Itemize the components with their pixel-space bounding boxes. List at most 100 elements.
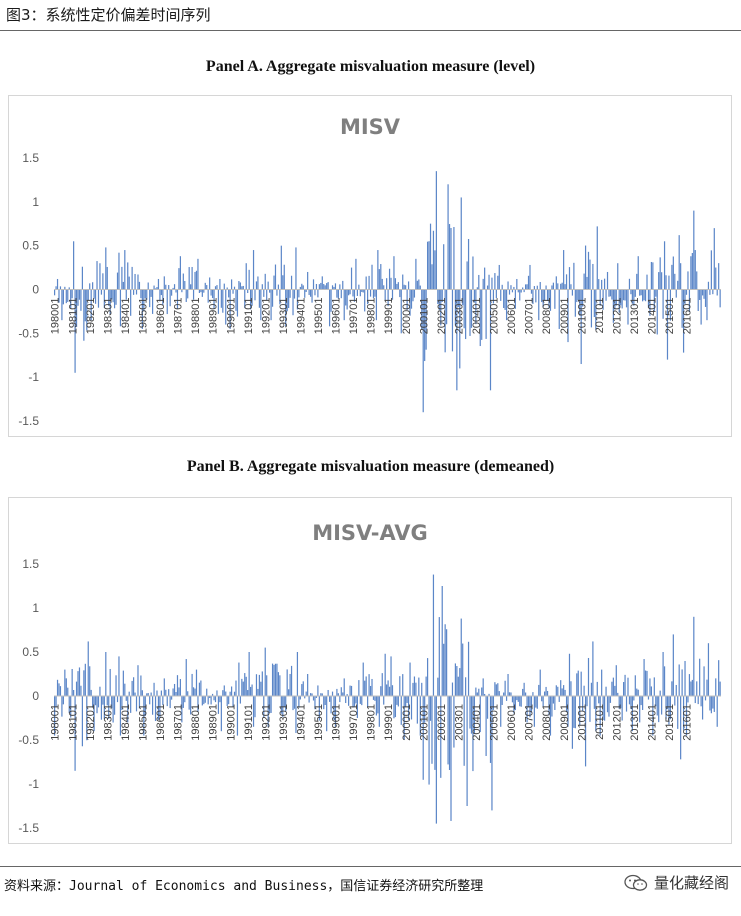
- bar: [666, 289, 669, 360]
- bar: [211, 289, 214, 299]
- bar: [103, 696, 105, 720]
- y-tick-label: 0: [32, 283, 39, 297]
- bar: [67, 289, 69, 302]
- bar: [257, 276, 259, 290]
- bar: [309, 693, 312, 696]
- bar: [685, 289, 688, 295]
- bar: [665, 696, 667, 720]
- bar: [608, 696, 610, 717]
- bar: [121, 696, 123, 711]
- bar: [618, 696, 620, 709]
- bar: [342, 280, 344, 290]
- bar: [456, 666, 458, 696]
- bar: [59, 686, 62, 696]
- bar: [510, 692, 512, 696]
- bar: [89, 666, 91, 696]
- bar: [261, 284, 263, 290]
- bar: [636, 688, 638, 696]
- bar: [649, 678, 651, 696]
- bar: [198, 682, 201, 696]
- bar: [381, 278, 383, 290]
- bar: [312, 696, 315, 701]
- bar: [529, 264, 531, 290]
- bar: [399, 676, 401, 696]
- bar: [56, 679, 59, 696]
- bar: [187, 691, 189, 696]
- bar: [642, 289, 644, 302]
- bar: [299, 286, 301, 290]
- bar: [606, 271, 609, 290]
- bar: [447, 696, 449, 765]
- bar: [603, 278, 606, 290]
- bar: [546, 690, 549, 696]
- bar: [640, 289, 642, 296]
- bar: [358, 284, 360, 290]
- x-tick-label: 201201: [611, 704, 623, 741]
- bar: [159, 696, 161, 718]
- bar: [661, 696, 663, 715]
- bar: [590, 289, 593, 328]
- bar: [217, 289, 220, 314]
- bar: [713, 228, 715, 290]
- bar: [276, 663, 278, 696]
- y-tick-label: 1.5: [22, 557, 39, 571]
- bar: [697, 696, 699, 705]
- bar: [206, 285, 208, 290]
- bar: [655, 289, 657, 297]
- bar: [693, 616, 695, 696]
- bar: [71, 668, 73, 696]
- bar: [441, 586, 443, 696]
- bar: [131, 266, 133, 290]
- bar: [584, 245, 587, 290]
- bar: [554, 696, 556, 710]
- bar: [349, 289, 351, 295]
- bar: [634, 675, 636, 696]
- bar: [308, 289, 310, 295]
- bar: [661, 272, 663, 290]
- bar: [443, 244, 445, 290]
- bar: [77, 671, 79, 696]
- bar: [135, 696, 138, 712]
- bar: [131, 680, 133, 696]
- bar: [497, 275, 499, 290]
- bar: [508, 289, 511, 295]
- bar: [625, 696, 628, 712]
- bar: [375, 289, 378, 321]
- bar: [296, 289, 299, 310]
- bar: [669, 696, 672, 720]
- bar: [677, 696, 679, 729]
- bar: [384, 653, 386, 696]
- bar: [124, 683, 126, 696]
- bar: [274, 663, 277, 696]
- bar: [273, 275, 275, 290]
- x-tick-label: 201301: [629, 298, 641, 335]
- bar: [153, 682, 155, 696]
- bar: [384, 289, 386, 301]
- bar: [185, 289, 187, 302]
- bar: [276, 289, 278, 296]
- bar: [109, 668, 111, 696]
- bar: [615, 665, 617, 696]
- bar: [421, 289, 423, 329]
- bar: [233, 286, 236, 290]
- bar: [236, 289, 239, 317]
- bar: [460, 618, 462, 696]
- bar: [703, 666, 705, 696]
- bar: [555, 276, 557, 290]
- bar: [210, 289, 212, 296]
- bar: [355, 258, 357, 290]
- source-label: 资料来源：: [4, 879, 70, 894]
- bar: [219, 696, 221, 703]
- bar: [713, 696, 715, 712]
- bar: [165, 689, 167, 696]
- bar: [134, 692, 136, 696]
- bar: [587, 657, 590, 696]
- bar: [62, 696, 64, 705]
- bar: [538, 684, 540, 696]
- bar: [498, 264, 500, 290]
- bar: [498, 691, 500, 696]
- bar: [519, 289, 521, 301]
- bar: [254, 696, 256, 718]
- bar: [295, 247, 297, 290]
- bar: [163, 678, 165, 696]
